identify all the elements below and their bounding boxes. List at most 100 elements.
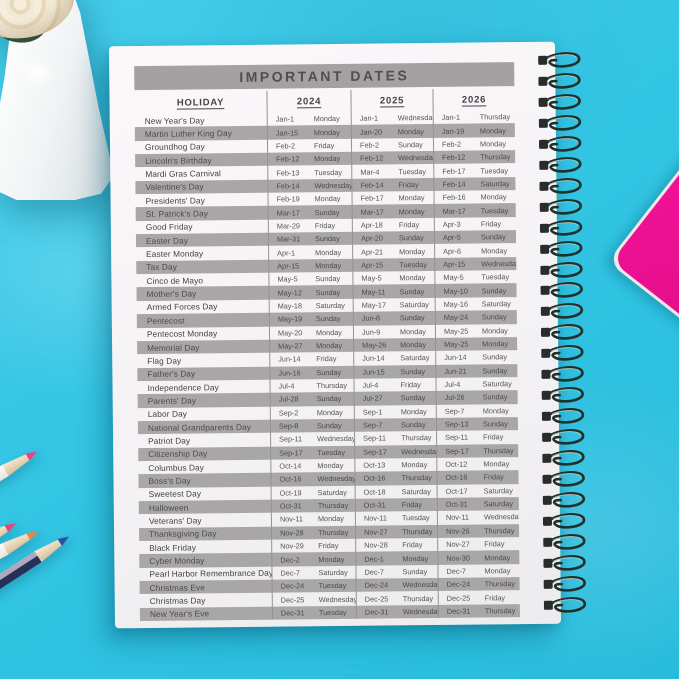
year-2024-cell: May-18 Saturday — [268, 298, 353, 313]
year-2024-cell: Sep-8 Sunday — [269, 418, 355, 433]
date-cell: Nov-30 — [446, 553, 470, 563]
date-cell: Nov-26 — [446, 526, 470, 536]
weekday-cell: Thursday — [401, 433, 432, 443]
weekday-cell: Monday — [317, 461, 344, 471]
year-2024-cell: Mar-29 Friday — [267, 218, 352, 233]
year-2025-cell: Dec-31 Wednesday — [355, 604, 438, 619]
holiday-cell: Mother's Day — [146, 288, 197, 300]
weekday-cell: Thursday — [402, 593, 434, 603]
holiday-cell: National Grandparents Day — [147, 421, 252, 433]
date-cell: Oct-16 — [279, 474, 302, 485]
year-2024-cell: Nov-11 Monday — [270, 512, 355, 527]
weekday-cell: Sunday — [482, 419, 508, 429]
weekday-cell: Saturday — [317, 487, 347, 497]
year-2025-cell: Apr-18 Friday — [351, 217, 434, 232]
date-cell: Dec-25 — [280, 594, 305, 605]
date-cell: Oct-17 — [445, 486, 468, 496]
weekday-cell: Thursday — [480, 152, 511, 162]
year-2026-cell: Feb-17 Tuesday — [433, 163, 516, 178]
date-cell: Dec-1 — [364, 554, 384, 564]
year-2024-cell: Feb-13 Tuesday — [267, 165, 352, 180]
weekday-cell: Tuesday — [318, 581, 347, 591]
weekday-cell: Sunday — [315, 287, 341, 297]
year-2024-cell: Nov-28 Thursday — [271, 525, 356, 540]
date-cell: Sep-13 — [444, 419, 469, 429]
spiral-ring-icon — [540, 261, 583, 278]
spiral-ring-icon — [543, 534, 586, 550]
year-2024-cell: Jan-1 Monday — [266, 111, 351, 127]
spiral-ring-icon — [540, 240, 583, 257]
weekday-cell: Monday — [481, 245, 508, 256]
year-2024-cell: Dec-24 Tuesday — [271, 578, 356, 594]
date-cell: Dec-7 — [364, 567, 384, 577]
weekday-cell: Monday — [399, 326, 426, 336]
year-2026-cell: Feb-2 Monday — [432, 136, 516, 151]
spiral-ring-icon — [542, 513, 586, 529]
spiral-ring-icon — [539, 156, 582, 173]
date-cell: May-10 — [443, 286, 468, 296]
year-2025-cell: May-26 Monday — [353, 337, 436, 352]
year-2024-cell: Mar-17 Sunday — [267, 205, 352, 220]
date-cell: Apr-5 — [442, 232, 461, 243]
year-2024-cell: May-12 Sunday — [268, 285, 353, 300]
weekday-cell: Monday — [313, 114, 340, 124]
holiday-cell: Father's Day — [147, 368, 196, 380]
weekday-cell: Monday — [483, 459, 510, 469]
year-2025-cell: Nov-28 Friday — [355, 537, 438, 553]
year-2026-cell: Dec-24 Thursday — [437, 577, 520, 592]
date-cell: Oct-16 — [445, 473, 468, 483]
weekday-cell: Sunday — [397, 139, 423, 150]
year-2025-cell: Dec-1 Monday — [355, 551, 438, 566]
weekday-cell: Sunday — [316, 421, 342, 431]
holiday-cell: Thanksgiving Day — [149, 528, 217, 540]
year-2024-cell: Oct-19 Saturday — [270, 485, 355, 500]
date-cell: Dec-31 — [280, 608, 305, 618]
year-2024-cell: Feb-2 Friday — [266, 138, 352, 153]
spiral-ring-icon — [538, 94, 581, 110]
weekday-cell: Sunday — [398, 233, 424, 243]
weekday-cell: Friday — [484, 592, 506, 602]
weekday-cell: Monday — [317, 514, 344, 524]
year-2024-cell: Sep-11 Wednesday — [270, 432, 355, 447]
date-cell: Mar-4 — [360, 167, 380, 177]
date-cell: Apr-15 — [361, 260, 384, 270]
date-cell: Sep-8 — [278, 421, 299, 431]
date-cell: May-19 — [277, 314, 303, 324]
date-cell: Jul-26 — [444, 393, 465, 403]
weekday-cell: Sunday — [482, 352, 508, 362]
weekday-cell: Sunday — [316, 394, 342, 404]
weekday-cell: Thursday — [401, 473, 432, 483]
weekday-cell: Saturday — [400, 353, 430, 363]
year-2025-cell: Feb-12 Wednesday — [351, 150, 434, 166]
weekday-cell: Thursday — [484, 525, 515, 536]
spiral-ring-icon — [540, 303, 584, 320]
weekday-cell: Friday — [401, 500, 423, 510]
holiday-cell: Presidents' Day — [145, 195, 205, 206]
year-2024-cell: Jul-28 Sunday — [269, 392, 354, 407]
year-2024-cell: Dec-2 Monday — [271, 552, 356, 567]
holiday-cell: Independence Day — [147, 381, 219, 393]
holiday-cell: Valentine's Day — [145, 181, 204, 193]
holiday-cell: New Year's Eve — [149, 608, 210, 620]
weekday-cell: Thursday — [317, 501, 349, 511]
year-2026-cell: Nov-30 Monday — [437, 550, 520, 565]
column-header-holiday: HOLIDAY — [176, 96, 225, 109]
year-2025-cell: Oct-16 Thursday — [354, 471, 437, 486]
weekday-cell: Wednesday — [402, 606, 438, 617]
year-2025-cell: Apr-21 Monday — [352, 244, 435, 259]
date-cell: Oct-19 — [279, 488, 302, 498]
date-cell: Sep-7 — [362, 420, 383, 430]
holiday-cell: Groundhog Day — [144, 141, 205, 153]
date-cell: Apr-6 — [443, 246, 462, 256]
year-2025-cell: Oct-13 Monday — [354, 457, 437, 473]
date-cell: Nov-11 — [445, 513, 469, 523]
year-2026-cell: Feb-16 Monday — [433, 190, 516, 205]
date-cell: May-16 — [443, 299, 469, 309]
date-cell: Dec-24 — [280, 581, 305, 591]
year-2025-cell: Apr-15 Tuesday — [352, 257, 435, 272]
holiday-cell: Pearl Harbor Remembrance Day — [149, 568, 272, 580]
date-cell: May-26 — [362, 340, 387, 350]
date-cell: Oct-14 — [279, 461, 302, 471]
year-2025-cell: Feb-2 Sunday — [350, 137, 434, 152]
date-cell: Jul-28 — [278, 394, 299, 404]
